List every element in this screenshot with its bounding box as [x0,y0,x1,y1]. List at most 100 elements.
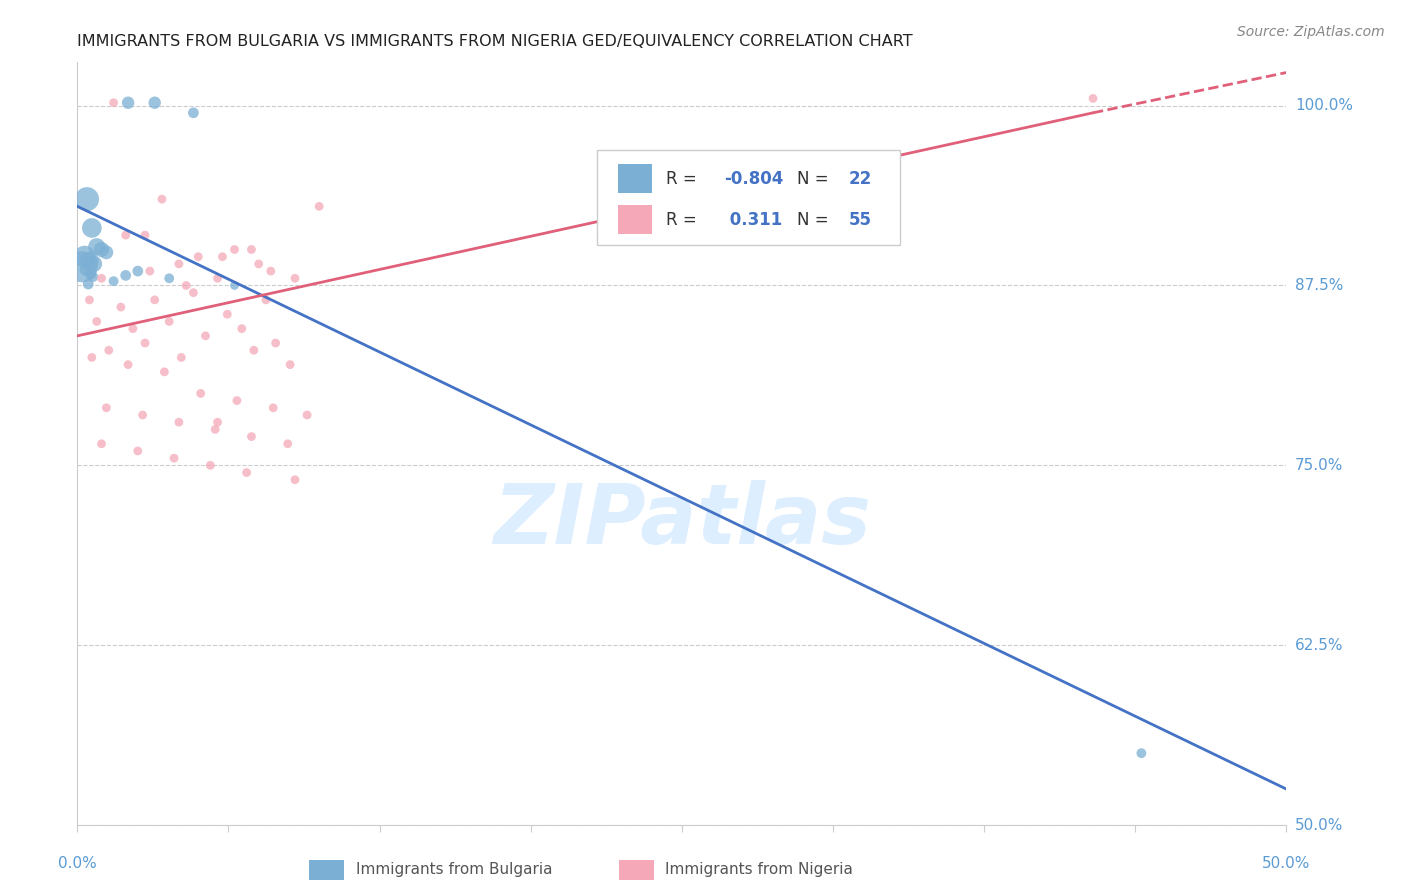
Text: Immigrants from Bulgaria: Immigrants from Bulgaria [356,863,553,877]
Point [194,329,217,343]
Point [295,408,318,422]
Point [200,458,222,473]
Text: Source: ZipAtlas.com: Source: ZipAtlas.com [1237,25,1385,39]
Point [277,436,299,450]
Point [308,199,330,213]
Point [75,262,97,277]
Point [77,277,100,291]
Point [167,257,190,271]
Text: IMMIGRANTS FROM BULGARIA VS IMMIGRANTS FROM NIGERIA GED/EQUIVALENCY CORRELATION : IMMIGRANTS FROM BULGARIA VS IMMIGRANTS F… [77,34,912,49]
FancyBboxPatch shape [617,205,652,235]
Point [80,351,103,365]
Point [163,451,186,466]
Point [204,422,226,436]
Text: 62.5%: 62.5% [1295,638,1343,653]
Text: R =: R = [666,211,702,228]
Point [70,260,93,274]
Text: 50.0%: 50.0% [1263,855,1310,871]
Point [264,336,287,351]
Point [183,285,205,300]
Point [240,429,263,443]
Point [96,245,118,260]
Point [190,386,212,401]
Point [224,278,246,293]
Point [96,401,118,415]
Point [110,300,132,314]
Point [122,321,145,335]
Point [183,105,205,120]
Point [86,314,108,328]
Point [131,408,153,422]
Point [79,254,101,268]
Text: 0.311: 0.311 [724,211,783,228]
Point [284,473,307,487]
Point [262,401,284,415]
Text: 87.5%: 87.5% [1295,278,1343,293]
Point [103,274,125,288]
Point [224,243,246,257]
Point [211,250,233,264]
Text: 0.0%: 0.0% [58,855,97,871]
Point [143,293,166,307]
Point [247,257,270,271]
Point [1081,91,1104,105]
Text: ZIPatlas: ZIPatlas [494,480,870,560]
Point [139,264,162,278]
Point [134,336,156,351]
Point [207,415,229,429]
Point [207,271,229,285]
Point [143,95,166,110]
Point [231,321,253,335]
Point [150,192,173,206]
Point [153,365,176,379]
Point [114,228,136,243]
Point [114,268,136,283]
Point [278,358,301,372]
Point [167,415,190,429]
Point [90,271,112,285]
Text: 75.0%: 75.0% [1295,458,1343,473]
Point [134,228,156,243]
Text: 50.0%: 50.0% [1295,818,1343,832]
Point [79,267,101,281]
Text: 100.0%: 100.0% [1295,98,1353,113]
Text: N =: N = [797,169,834,187]
Point [82,269,104,284]
Text: Immigrants from Nigeria: Immigrants from Nigeria [665,863,853,877]
Text: 55: 55 [849,211,872,228]
Point [240,243,263,257]
Point [76,192,98,206]
Point [235,466,257,480]
Text: N =: N = [797,211,834,228]
Point [80,221,103,235]
Point [157,314,180,328]
Point [157,271,180,285]
Point [187,250,209,264]
Point [90,243,112,257]
Point [83,257,105,271]
Point [117,358,139,372]
Point [260,264,283,278]
Point [90,436,112,450]
Point [103,95,125,110]
Point [117,95,139,110]
Text: 22: 22 [849,169,872,187]
FancyBboxPatch shape [598,150,900,245]
Point [254,293,277,307]
Point [226,393,249,408]
Text: R =: R = [666,169,702,187]
Point [127,264,149,278]
Point [217,307,239,321]
Point [73,250,96,264]
Point [284,271,307,285]
Point [170,351,193,365]
Point [86,239,108,253]
Point [79,293,101,307]
FancyBboxPatch shape [617,164,652,193]
Point [127,444,149,458]
Text: -0.804: -0.804 [724,169,783,187]
Point [243,343,266,358]
Point [1130,746,1153,760]
Point [97,343,120,358]
Point [174,278,197,293]
